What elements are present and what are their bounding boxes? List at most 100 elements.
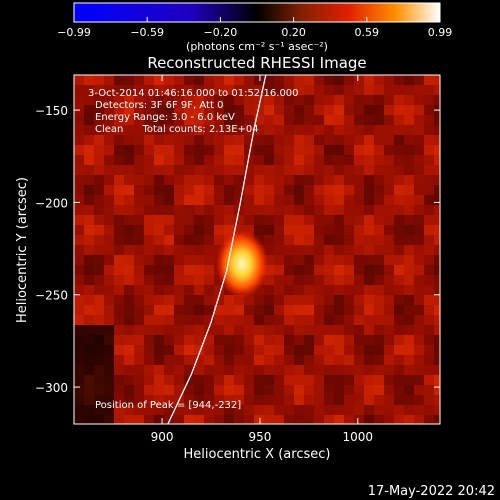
heatmap-cell <box>194 295 204 305</box>
heatmap-cell <box>284 335 294 345</box>
heatmap-cell <box>234 225 244 235</box>
heatmap-cell <box>374 95 384 105</box>
heatmap-cell <box>364 215 374 225</box>
heatmap-cell <box>214 315 224 325</box>
heatmap-cell <box>204 395 214 405</box>
heatmap-cell <box>84 185 94 195</box>
heatmap-cell <box>134 285 144 295</box>
heatmap-cell <box>314 185 324 195</box>
heatmap-cell <box>174 155 184 165</box>
heatmap-cell <box>104 85 114 95</box>
heatmap-cell <box>104 205 114 215</box>
heatmap-cell <box>244 315 254 325</box>
heatmap-cell <box>154 295 164 305</box>
heatmap-cell <box>74 385 84 395</box>
heatmap-cell <box>194 115 204 125</box>
heatmap-cell <box>294 165 304 175</box>
heatmap-cell <box>284 85 294 95</box>
heatmap-cell <box>384 95 394 105</box>
heatmap-cell <box>204 365 214 375</box>
heatmap-cell <box>164 315 174 325</box>
heatmap-cell <box>84 255 94 265</box>
heatmap-cell <box>324 265 334 275</box>
heatmap-cell <box>74 225 84 235</box>
heatmap-cell <box>434 305 440 315</box>
heatmap-cell <box>404 185 414 195</box>
annotation-energy-range: Energy Range: 3.0 - 6.0 keV <box>95 112 235 123</box>
heatmap-cell <box>314 265 324 275</box>
heatmap-cell <box>124 135 134 145</box>
heatmap-cell <box>254 125 264 135</box>
heatmap-cell <box>334 405 344 415</box>
heatmap-cell <box>324 385 334 395</box>
heatmap-cell <box>104 335 114 345</box>
heatmap-cell <box>74 235 84 245</box>
heatmap-cell <box>424 265 434 275</box>
heatmap-cell <box>134 245 144 255</box>
heatmap-cell <box>404 375 414 385</box>
heatmap-cell <box>424 185 434 195</box>
heatmap-cell <box>114 315 124 325</box>
heatmap-cell <box>74 115 84 125</box>
heatmap-cell <box>154 75 164 85</box>
heatmap-cell <box>184 405 194 415</box>
heatmap-cell <box>334 175 344 185</box>
heatmap-cell <box>84 405 94 415</box>
heatmap-cell <box>404 415 414 424</box>
heatmap-cell <box>334 145 344 155</box>
heatmap-cell <box>224 135 234 145</box>
heatmap-cell <box>74 95 84 105</box>
heatmap-cell <box>194 235 204 245</box>
plot-frame <box>73 74 441 425</box>
heatmap-cell <box>374 195 384 205</box>
heatmap-cell <box>164 285 174 295</box>
heatmap-cell <box>404 115 414 125</box>
heatmap-cell <box>104 305 114 315</box>
heatmap-cell <box>424 175 434 185</box>
heatmap-cell <box>294 195 304 205</box>
heatmap-cell <box>124 395 134 405</box>
heatmap-cell <box>434 95 440 105</box>
heatmap-cell <box>264 345 274 355</box>
heatmap-cell <box>134 185 144 195</box>
heatmap-cell <box>354 385 364 395</box>
heatmap-cell <box>164 225 174 235</box>
heatmap-cell <box>164 135 174 145</box>
heatmap-cell <box>294 205 304 215</box>
heatmap-cell <box>144 165 154 175</box>
heatmap-cell <box>284 385 294 395</box>
heatmap-cell <box>384 295 394 305</box>
heatmap-cell <box>134 225 144 235</box>
heatmap-cell <box>234 135 244 145</box>
heatmap-cell <box>344 85 354 95</box>
heatmap-cell <box>304 95 314 105</box>
heatmap-cell <box>424 215 434 225</box>
heatmap-cell <box>114 365 124 375</box>
heatmap-cell <box>234 335 244 345</box>
heatmap-cell <box>354 265 364 275</box>
heatmap-cell <box>304 165 314 175</box>
heatmap-cell <box>434 205 440 215</box>
heatmap-cell <box>384 155 394 165</box>
heatmap-cell <box>94 245 104 255</box>
heatmap-cell <box>344 165 354 175</box>
heatmap-cell <box>234 215 244 225</box>
heatmap-cell <box>434 365 440 375</box>
heatmap-cell <box>254 355 264 365</box>
heatmap-cell <box>94 285 104 295</box>
heatmap-cell <box>124 335 134 345</box>
heatmap-cell <box>74 145 84 155</box>
heatmap-cell <box>384 85 394 95</box>
heatmap-cell <box>94 365 104 375</box>
heatmap-cell <box>354 255 364 265</box>
heatmap-cell <box>324 415 334 424</box>
heatmap-cell <box>104 375 114 385</box>
heatmap-cell <box>244 385 254 395</box>
heatmap-cell <box>134 335 144 345</box>
heatmap-cell <box>374 125 384 135</box>
heatmap-cell <box>194 105 204 115</box>
heatmap-cell <box>204 155 214 165</box>
heatmap-cell <box>274 85 284 95</box>
heatmap-cell <box>154 385 164 395</box>
heatmap-cell <box>224 365 234 375</box>
